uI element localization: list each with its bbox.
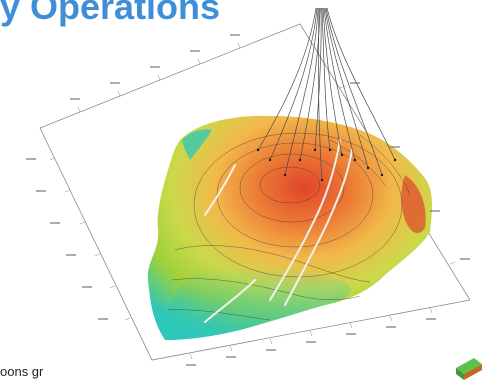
- well-paths: [257, 7, 396, 181]
- fault-traces: [204, 139, 353, 323]
- footer-text: oons gr: [0, 364, 44, 379]
- page-title: y Operations: [0, 0, 221, 27]
- 3d-cube-icon[interactable]: [456, 358, 482, 380]
- left-cyan-patch: [182, 129, 212, 160]
- axis-tick-labels: [26, 34, 470, 366]
- well-markers: [256, 148, 397, 182]
- contour-lines: [167, 132, 411, 321]
- low-zone-shading: [164, 266, 351, 340]
